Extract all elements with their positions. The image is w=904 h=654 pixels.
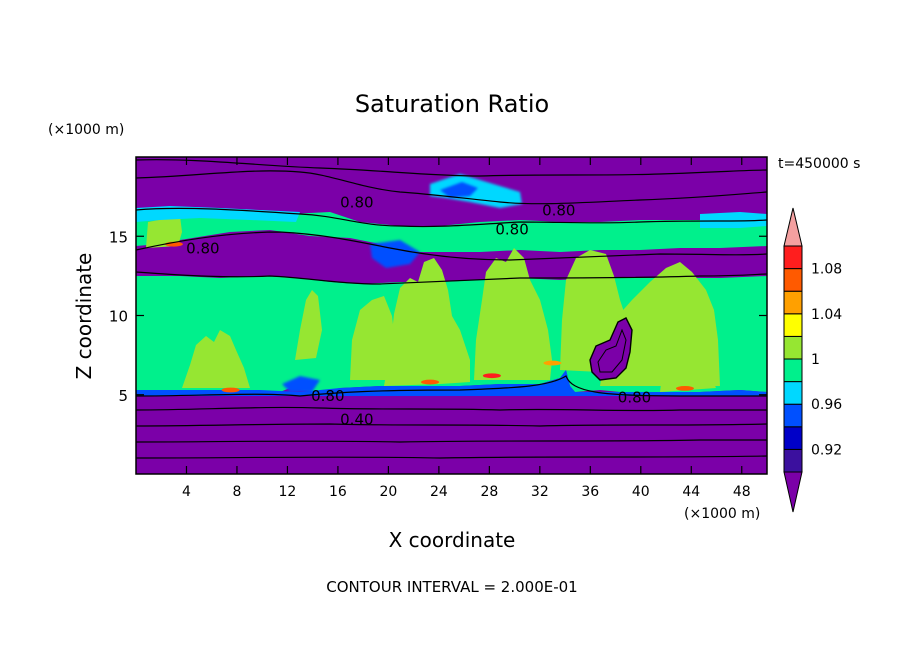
contour-line <box>136 207 767 228</box>
cloud-core-1 <box>182 330 250 388</box>
x-tick-label: 8 <box>232 484 241 500</box>
chart-title: Saturation Ratio <box>355 90 549 118</box>
contour-labels: 0.80 0.80 0.80 0.80 0.80 0.80 0.40 <box>186 193 651 428</box>
cloud-core-4 <box>350 296 396 380</box>
y-tick-label: 10 <box>109 308 128 326</box>
colorbar-label: 1.04 <box>811 307 842 323</box>
x-tick-label: 20 <box>379 484 397 500</box>
x-tick-label: 28 <box>480 484 498 500</box>
downdraft-ring <box>597 328 627 373</box>
colorbar-band <box>783 358 803 383</box>
contour-label: 0.80 <box>311 387 344 405</box>
x-tick-label: 32 <box>531 484 549 500</box>
colorbar-label: 0.96 <box>811 397 842 413</box>
x-tick-label: 24 <box>430 484 448 500</box>
contour-label: 0.80 <box>495 220 528 238</box>
contour-lines <box>136 159 767 459</box>
colorbar-label: 1.08 <box>811 262 842 278</box>
contour-line <box>136 159 767 177</box>
colorbar-band <box>783 335 803 360</box>
contour-line <box>136 423 767 427</box>
x-tick-label: 48 <box>733 484 751 500</box>
colorbar-label: 1 <box>811 352 820 368</box>
colorbar-band <box>783 268 803 292</box>
cloud-core-2 <box>146 216 182 248</box>
time-label: t=450000 s <box>778 156 860 172</box>
contour-label: 0.80 <box>542 201 575 219</box>
x-tick-label: 44 <box>682 484 700 500</box>
surface-blue-edge <box>136 370 767 396</box>
x-axis-label: X coordinate <box>389 528 516 552</box>
supersat-spot <box>675 386 694 391</box>
colorbar-band <box>783 381 803 405</box>
low-edge-blue <box>282 376 320 392</box>
colorbar-band <box>783 313 803 337</box>
x-units-label: (×1000 m) <box>684 506 760 522</box>
contour-line <box>136 439 767 443</box>
cloud-core-5 <box>384 258 470 386</box>
supersat-spot <box>421 379 440 385</box>
contour-field <box>136 157 767 474</box>
contour-interval-note: CONTOUR INTERVAL = 2.000E-01 <box>326 578 577 596</box>
x-tick-label: 4 <box>182 484 191 500</box>
contour-line <box>136 170 767 205</box>
x-tick-label: 36 <box>581 484 599 500</box>
cloud-core-8 <box>600 262 720 386</box>
upper-fringe-right <box>700 212 767 228</box>
colorbar-band <box>783 245 803 270</box>
colorbar-extend-bottom <box>783 471 803 513</box>
y-tick-label: 5 <box>118 387 128 405</box>
contour-label: 0.80 <box>340 193 373 211</box>
cloud-core-9 <box>660 360 716 392</box>
contour-label: 0.40 <box>340 411 373 429</box>
cloud-core-6 <box>474 248 552 380</box>
supersat-spots <box>164 241 694 393</box>
contour-line <box>136 271 767 285</box>
colorbar-band <box>783 426 803 450</box>
colorbar-band <box>783 290 803 315</box>
contour-label: 0.80 <box>186 239 219 257</box>
x-tick-label: 12 <box>279 484 297 500</box>
cloud-core-3 <box>295 290 322 360</box>
x-tick-label: 40 <box>632 484 650 500</box>
supersat-spot <box>221 387 240 393</box>
downdraft-core <box>589 317 633 381</box>
cloud-top-patch-blue <box>440 182 478 198</box>
contour-line <box>136 455 767 459</box>
y-units-label: (×1000 m) <box>48 122 124 138</box>
colorbar-label: 0.92 <box>811 442 842 458</box>
contour-line <box>136 375 767 397</box>
upper-fringe-left <box>136 206 300 222</box>
supersat-spot <box>543 360 562 366</box>
colorbar-band <box>783 448 803 473</box>
colorbar: 0.92 0.96 1 1.04 1.08 <box>783 207 842 513</box>
colorbar-extend-top <box>783 207 803 247</box>
x-tick-label: 16 <box>329 484 347 500</box>
cloud-top-patch <box>430 174 522 208</box>
contour-label: 0.80 <box>618 388 651 406</box>
contour-line <box>136 231 767 261</box>
y-axis-label: Z coordinate <box>72 253 96 380</box>
contour-line <box>136 406 767 412</box>
supersat-spot <box>482 373 501 379</box>
y-tick-label: 15 <box>109 228 128 246</box>
colorbar-band <box>783 403 803 428</box>
